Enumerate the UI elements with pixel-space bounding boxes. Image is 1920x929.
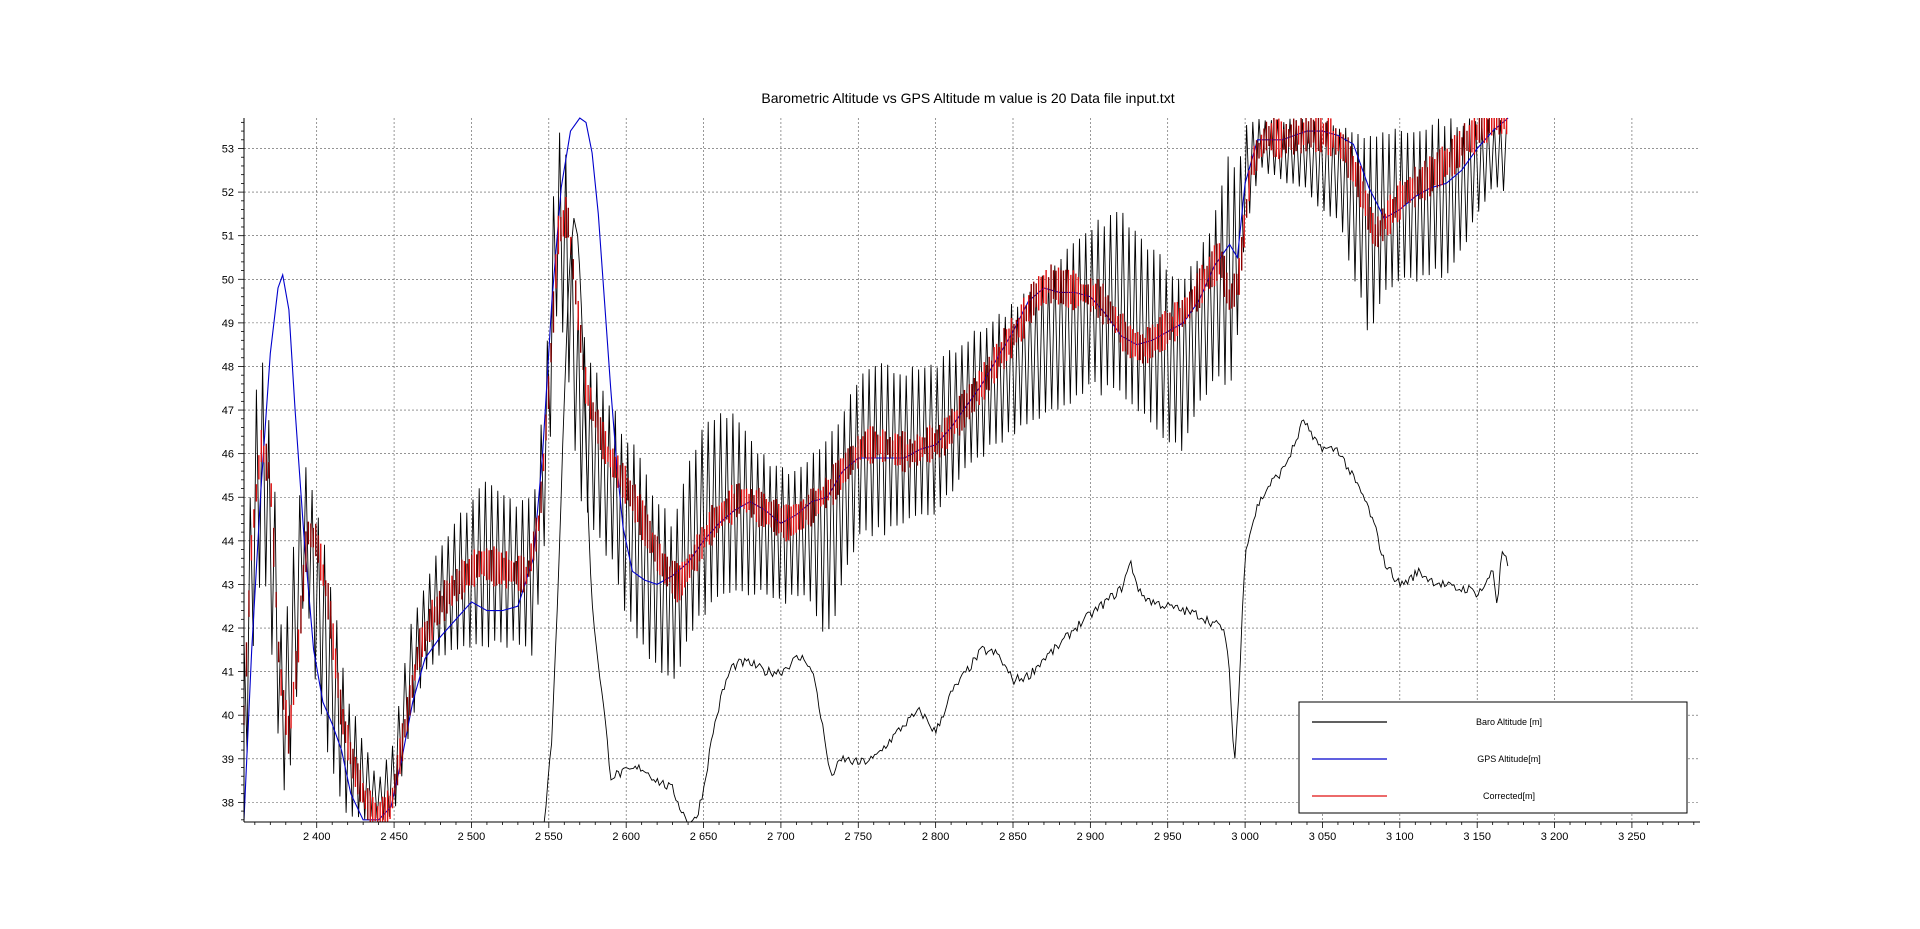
y-tick-label: 51 — [222, 231, 234, 243]
x-tick-label: 3 100 — [1386, 831, 1414, 843]
x-tick-label: 2 550 — [535, 831, 563, 843]
y-tick-label: 48 — [222, 361, 234, 373]
y-tick-label: 41 — [222, 667, 234, 679]
x-tick-label: 3 250 — [1618, 831, 1646, 843]
y-tick-label: 38 — [222, 797, 234, 809]
x-tick-label: 2 900 — [1077, 831, 1105, 843]
y-tick-label: 44 — [222, 536, 234, 548]
x-tick-label: 2 850 — [999, 831, 1027, 843]
y-tick-label: 40 — [222, 710, 234, 722]
x-tick-label: 2 400 — [303, 831, 331, 843]
axes: 2 400 2 450 2 500 2 550 2 600 2 650 2 700 2 750… — [222, 118, 1700, 843]
chart-title: Barometric Altitude vs GPS Altitude m va… — [761, 90, 1174, 106]
baro-altitude-line — [243, 118, 1508, 820]
series-layer — [243, 117, 1509, 823]
y-tick-label: 49 — [222, 318, 234, 330]
x-tick-label: 3 050 — [1309, 831, 1337, 843]
x-tick-label: 3 150 — [1463, 831, 1491, 843]
legend-label: Baro Altitude [m] — [1476, 717, 1542, 727]
x-tick-label: 2 500 — [458, 831, 486, 843]
legend-label: GPS Altitude[m] — [1477, 754, 1541, 764]
y-tick-label: 47 — [222, 405, 234, 417]
legend-box — [1298, 701, 1688, 814]
x-tick-label: 3 000 — [1231, 831, 1259, 843]
y-tick-label: 52 — [222, 187, 234, 199]
legend-label: Corrected[m] — [1483, 791, 1535, 801]
x-tick-label: 2 950 — [1154, 831, 1182, 843]
y-tick-label: 43 — [222, 579, 234, 591]
series-2 — [243, 118, 1508, 822]
series-0 — [243, 118, 1508, 820]
difference-line — [543, 218, 1509, 823]
x-tick-label: 2 700 — [767, 831, 795, 843]
x-tick-label: 2 450 — [380, 831, 408, 843]
y-tick-label: 50 — [222, 274, 234, 286]
x-tick-label: 2 600 — [612, 831, 640, 843]
x-tick-label: 2 750 — [845, 831, 873, 843]
x-tick-label: 2 800 — [922, 831, 950, 843]
x-tick-label: 3 200 — [1541, 831, 1569, 843]
y-tick-label: 42 — [222, 623, 234, 635]
y-tick-label: 45 — [222, 492, 234, 504]
y-tick-label: 46 — [222, 449, 234, 461]
x-tick-label: 2 650 — [690, 831, 718, 843]
legend: Baro Altitude [m] GPS Altitude[m] Correcte… — [1298, 701, 1688, 814]
y-tick-label: 39 — [222, 754, 234, 766]
y-tick-label: 53 — [222, 144, 234, 156]
series-3 — [543, 218, 1509, 823]
